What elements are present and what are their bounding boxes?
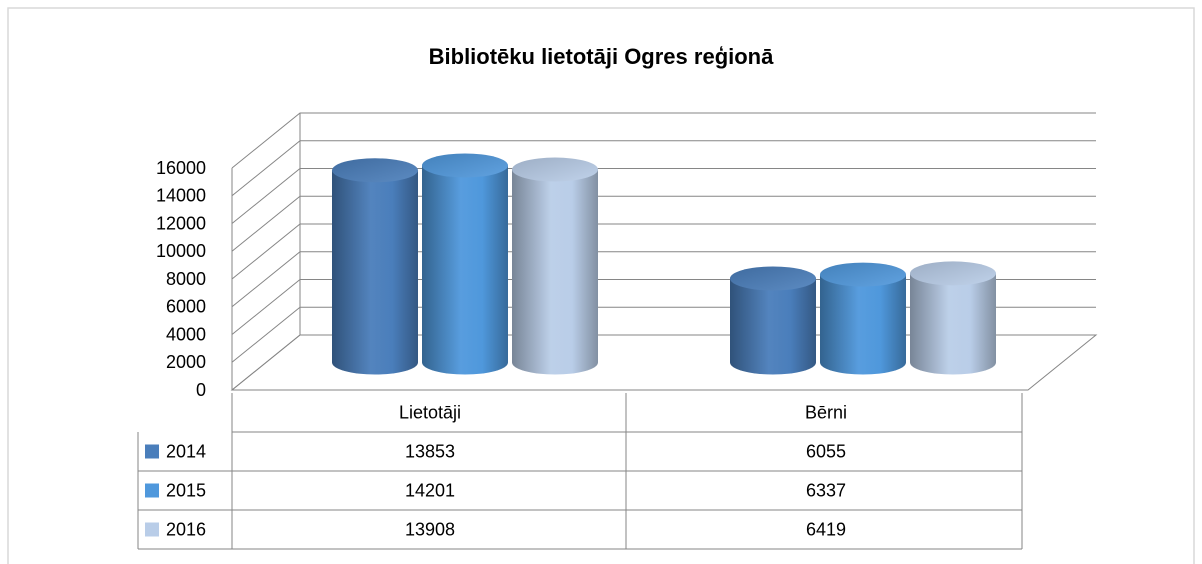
grid-line [231, 223, 1096, 280]
y-tick-label: 8000 [166, 269, 206, 289]
legend-label: 2014 [166, 441, 206, 461]
cylinder-top [910, 261, 996, 286]
grid-line [231, 112, 1096, 169]
legend-swatch [145, 483, 159, 498]
grid-line [231, 251, 1096, 308]
y-tick-label: 2000 [166, 352, 206, 372]
table-value: 13853 [405, 441, 455, 461]
table-value: 14201 [405, 480, 455, 500]
cylinder [910, 273, 996, 375]
legend-label: 2015 [166, 480, 206, 500]
cylinder-top [422, 153, 508, 178]
cylinder [512, 169, 598, 375]
grid-line [231, 140, 1096, 197]
grid-line [231, 168, 1096, 224]
legend-label: 2016 [166, 519, 206, 539]
table-value: 6337 [806, 480, 846, 500]
table-header: Bērni [805, 402, 847, 422]
cylinder [332, 170, 418, 375]
table-value: 6055 [806, 441, 846, 461]
chart-frame [7, 7, 1195, 564]
cylinder [730, 278, 816, 375]
table-header: Lietotāji [399, 402, 461, 422]
table-value: 13908 [405, 519, 455, 539]
table-grid [137, 393, 1023, 550]
cylinder [820, 274, 906, 375]
cylinder-top [730, 266, 816, 291]
chart-title: Bibliotēku lietotāji Ogres reģionā [429, 44, 774, 69]
legend-swatch [145, 522, 159, 537]
y-tick-label: 4000 [166, 324, 206, 344]
cylinder-top [512, 157, 598, 182]
y-tick-label: 10000 [156, 241, 206, 261]
cylinder-top [820, 262, 906, 287]
y-tick-label: 0 [196, 380, 206, 400]
y-tick-label: 16000 [156, 158, 206, 178]
cylinder-top [332, 158, 418, 183]
table-value: 6419 [806, 519, 846, 539]
legend-swatch [145, 444, 159, 459]
y-tick-label: 6000 [166, 297, 206, 317]
cylinder [422, 165, 508, 375]
y-tick-label: 12000 [156, 213, 206, 233]
y-tick-label: 14000 [156, 186, 206, 206]
grid-line [231, 195, 1096, 252]
